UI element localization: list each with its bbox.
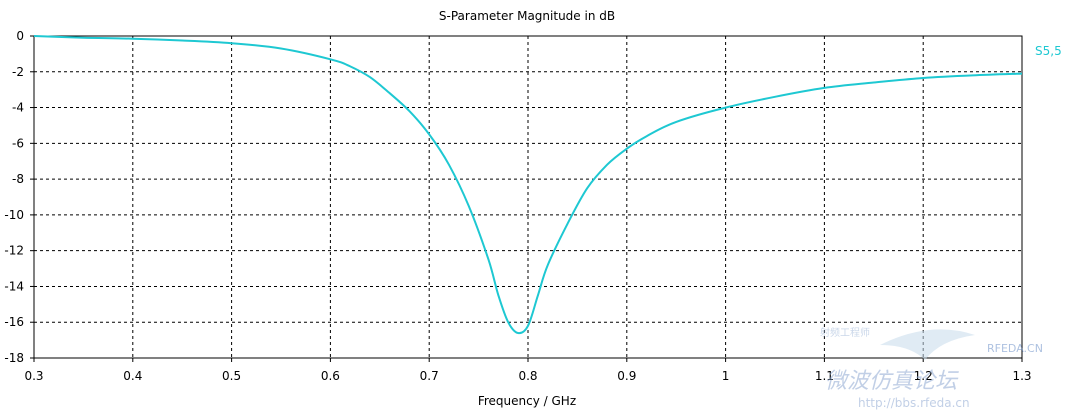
y-tick-label: -16: [4, 315, 24, 329]
x-tick-label: 1: [722, 369, 730, 383]
axis-layer: 0.3 0.4 0.5 0.6 0.7 0.8 0.9 1 1.1 1.2 1.3 0 -2 -4 -6 -8…: [4, 29, 1031, 383]
y-tick-label: 0: [16, 29, 24, 43]
x-tick-label: 0.5: [222, 369, 241, 383]
x-tick-label: 0.8: [518, 369, 537, 383]
watermark-site-text: 微波仿真论坛: [825, 369, 959, 394]
x-tick-label: 1.1: [815, 369, 834, 383]
y-tick-label: -2: [12, 65, 24, 79]
y-tick-label: -8: [12, 172, 24, 186]
x-tick-label: 0.6: [321, 369, 340, 383]
series-layer: [33, 35, 1023, 335]
y-tick-label: -18: [4, 351, 24, 365]
legend-entry-s55: S5,5: [1035, 44, 1062, 58]
watermark-brand-text: RFEDA.CN: [987, 342, 1043, 355]
x-tick-label: 0.4: [123, 369, 142, 383]
y-tick-label: -6: [12, 136, 24, 150]
y-tick-label: -14: [4, 279, 24, 293]
y-tick-label: -10: [4, 208, 24, 222]
x-tick-label: 0.3: [24, 369, 43, 383]
watermark-sub-text: 射频工程师: [820, 326, 870, 339]
chart-title: S-Parameter Magnitude in dB: [439, 9, 615, 23]
watermark-logo: RFEDA.CN 射频工程师 微波仿真论坛 http://bbs.rfeda.c…: [820, 326, 1043, 410]
y-tick-label: -12: [4, 244, 24, 258]
x-tick-label: 1.2: [914, 369, 933, 383]
x-tick-label: 0.7: [420, 369, 439, 383]
x-axis-label: Frequency / GHz: [478, 394, 576, 408]
bird-icon: [880, 329, 975, 360]
x-tick-label: 0.9: [617, 369, 636, 383]
watermark-url-text: http://bbs.rfeda.cn: [858, 396, 970, 410]
y-tick-label: -4: [12, 101, 24, 115]
grid-layer: [34, 36, 1022, 358]
x-tick-label: 1.3: [1012, 369, 1031, 383]
series-line-0: [33, 35, 1023, 335]
